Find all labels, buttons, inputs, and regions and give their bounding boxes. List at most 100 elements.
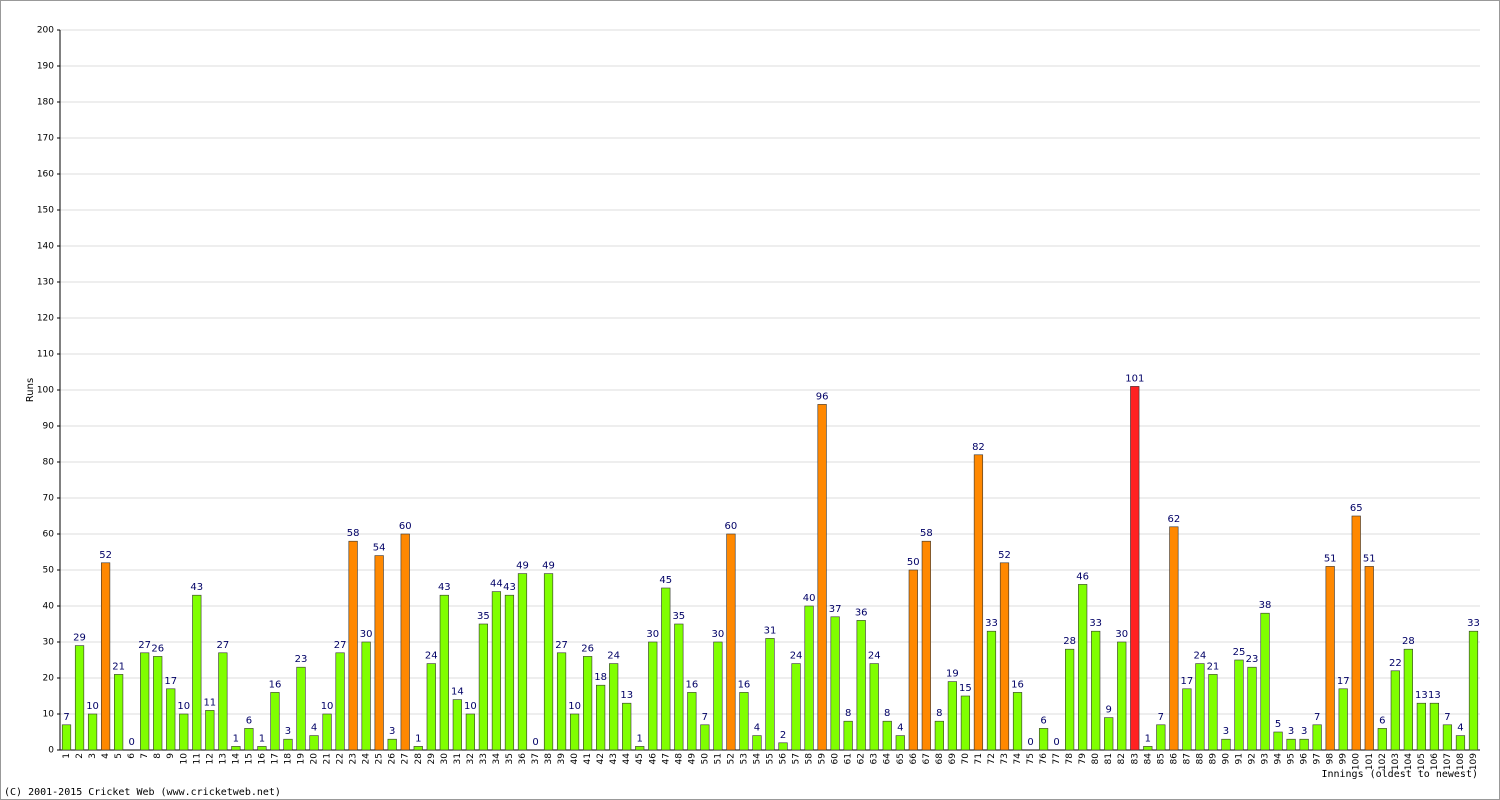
value-label: 60 [725, 521, 738, 532]
value-label: 51 [1363, 553, 1376, 564]
bar [244, 728, 254, 751]
x-tick-label: 19 [297, 753, 307, 765]
x-tick-label: 36 [518, 753, 528, 765]
footer: (C) 2001-2015 Cricket Web (www.cricketwe… [4, 787, 281, 798]
bar [413, 746, 423, 751]
x-tick-label: 101 [1365, 753, 1375, 770]
bar [205, 710, 215, 751]
value-label: 2 [780, 730, 786, 741]
x-tick-label: 37 [531, 753, 541, 764]
x-tick-label: 23 [349, 753, 359, 764]
x-tick-label: 21 [323, 753, 333, 764]
bar [1429, 702, 1440, 751]
y-tick-label: 160 [37, 170, 54, 180]
x-tick-label: 63 [870, 753, 880, 764]
bar [1403, 648, 1413, 751]
bar [713, 641, 723, 751]
bar [765, 638, 775, 751]
x-tick-label: 71 [974, 753, 984, 764]
x-tick-label: 84 [1143, 753, 1153, 765]
x-tick-label: 15 [244, 753, 254, 764]
value-label: 52 [998, 550, 1011, 561]
x-tick-label: 68 [935, 753, 945, 765]
x-tick-label: 49 [687, 753, 697, 765]
value-label: 43 [438, 582, 451, 593]
x-tick-label: 14 [231, 753, 241, 765]
x-tick-label: 3 [88, 753, 98, 759]
x-tick-label: 99 [1339, 753, 1349, 765]
x-tick-label: 92 [1248, 753, 1258, 764]
x-tick-label: 53 [739, 753, 749, 764]
value-label: 30 [1115, 629, 1128, 640]
bar [596, 684, 606, 751]
bar [231, 746, 241, 751]
value-label: 3 [1288, 726, 1294, 737]
value-label: 10 [568, 701, 581, 712]
bar [114, 674, 124, 751]
x-tick-label: 45 [635, 753, 645, 764]
bar [1182, 688, 1192, 751]
bar [1038, 728, 1049, 751]
value-label: 16 [685, 679, 698, 690]
value-label: 10 [321, 701, 334, 712]
bar [622, 702, 632, 751]
x-tick-label: 90 [1221, 753, 1231, 765]
bar [830, 616, 840, 751]
value-label: 62 [1167, 514, 1180, 525]
value-label: 7 [1314, 712, 1320, 723]
bar [869, 663, 879, 751]
bar [973, 454, 984, 751]
x-tick-label: 83 [1130, 753, 1140, 764]
value-label: 14 [451, 687, 464, 698]
y-tick-label: 200 [37, 26, 54, 36]
x-tick-label: 96 [1300, 753, 1310, 765]
value-label: 37 [829, 604, 842, 615]
x-tick-label: 72 [987, 753, 997, 764]
value-label: 15 [959, 683, 972, 694]
x-axis-label: Innings (oldest to newest) [1321, 769, 1478, 780]
y-axis-label: Runs [25, 378, 36, 402]
bar [322, 713, 332, 751]
value-label: 17 [1181, 676, 1194, 687]
bar [1234, 659, 1244, 751]
bar [934, 720, 944, 751]
value-label: 38 [1259, 600, 1272, 611]
x-tick-label: 108 [1456, 753, 1466, 770]
bar [960, 695, 971, 751]
y-tick-label: 110 [37, 350, 54, 360]
x-tick-label: 60 [831, 753, 841, 765]
value-label: 30 [646, 629, 659, 640]
value-label: 27 [334, 640, 347, 651]
x-tick-label: 107 [1443, 753, 1453, 770]
value-label: 24 [868, 651, 881, 662]
value-label: 16 [1011, 679, 1024, 690]
x-tick-label: 77 [1052, 753, 1062, 764]
x-tick-label: 109 [1469, 753, 1479, 770]
x-tick-label: 73 [1000, 753, 1010, 764]
value-label: 35 [477, 611, 490, 622]
value-label: 9 [1106, 705, 1112, 716]
x-tick-label: 56 [779, 753, 789, 765]
y-tick-label: 60 [43, 530, 55, 540]
bar [1169, 526, 1179, 751]
value-label: 0 [1027, 737, 1033, 748]
value-label: 28 [1063, 636, 1076, 647]
bar [374, 555, 384, 751]
value-label: 30 [360, 629, 373, 640]
x-tick-label: 61 [844, 753, 854, 764]
value-label: 7 [1444, 712, 1450, 723]
x-tick-label: 103 [1391, 753, 1401, 770]
bar [1143, 746, 1153, 751]
bar [439, 594, 449, 751]
bar [648, 641, 658, 751]
value-label: 1 [637, 733, 643, 744]
bar [348, 540, 358, 751]
bar [361, 641, 371, 751]
x-tick-label: 40 [570, 753, 580, 765]
value-label: 8 [884, 708, 890, 719]
bar [843, 720, 853, 751]
bar [739, 692, 749, 751]
x-tick-label: 93 [1261, 753, 1271, 764]
x-tick-label: 43 [609, 753, 619, 764]
